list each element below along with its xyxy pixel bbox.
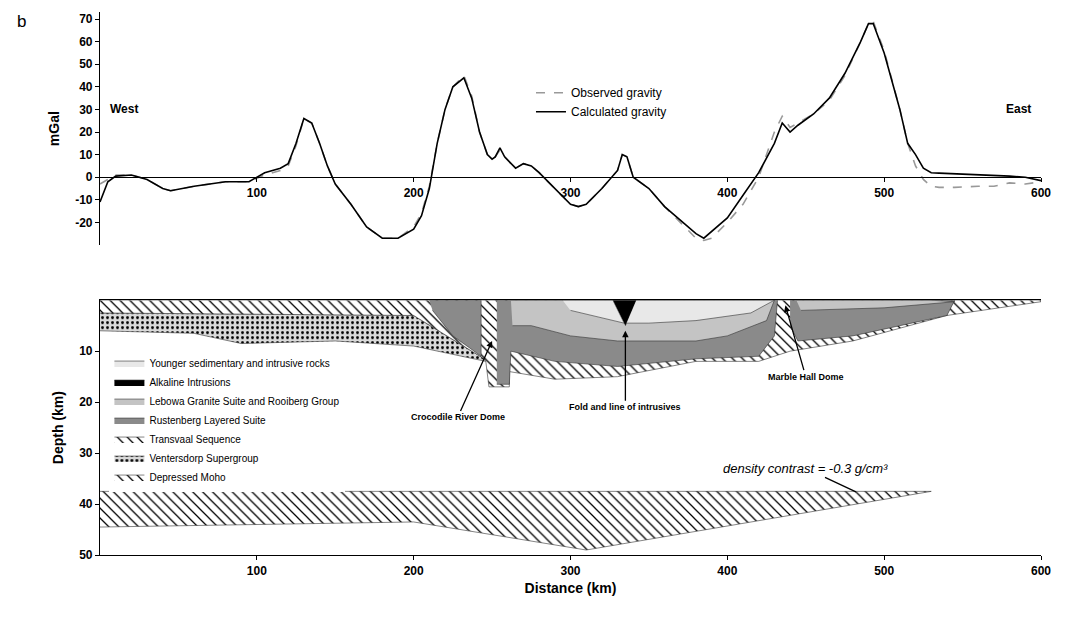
svg-text:Calculated gravity: Calculated gravity bbox=[571, 105, 666, 119]
svg-text:Depressed Moho: Depressed Moho bbox=[149, 472, 226, 483]
svg-text:200: 200 bbox=[404, 186, 424, 200]
svg-text:Observed gravity: Observed gravity bbox=[571, 86, 662, 100]
svg-text:100: 100 bbox=[247, 186, 267, 200]
svg-text:100: 100 bbox=[247, 564, 267, 578]
svg-text:500: 500 bbox=[874, 564, 894, 578]
svg-text:Transvaal Sequence: Transvaal Sequence bbox=[149, 434, 241, 445]
svg-text:Lebowa Granite Suite and Rooib: Lebowa Granite Suite and Rooiberg Group bbox=[149, 396, 339, 407]
svg-text:300: 300 bbox=[560, 564, 580, 578]
svg-text:Fold and line of intrusives: Fold and line of intrusives bbox=[569, 402, 681, 412]
svg-text:40: 40 bbox=[79, 80, 93, 94]
svg-text:Alkaline Intrusions: Alkaline Intrusions bbox=[149, 377, 230, 388]
svg-text:East: East bbox=[1006, 102, 1031, 116]
svg-text:West: West bbox=[110, 102, 138, 116]
svg-text:Depth (km): Depth (km) bbox=[50, 391, 66, 464]
svg-text:30: 30 bbox=[79, 103, 93, 117]
svg-text:600: 600 bbox=[1031, 186, 1051, 200]
svg-text:Distance (km): Distance (km) bbox=[525, 580, 617, 596]
svg-text:0: 0 bbox=[86, 170, 93, 184]
svg-text:30: 30 bbox=[79, 446, 93, 460]
svg-text:300: 300 bbox=[560, 186, 580, 200]
svg-text:Marble Hall Dome: Marble Hall Dome bbox=[768, 372, 844, 382]
svg-text:20: 20 bbox=[79, 125, 93, 139]
svg-text:20: 20 bbox=[79, 395, 93, 409]
svg-text:50: 50 bbox=[79, 548, 93, 562]
svg-text:400: 400 bbox=[717, 564, 737, 578]
svg-text:Rustenberg Layered Suite: Rustenberg Layered Suite bbox=[149, 415, 266, 426]
svg-text:10: 10 bbox=[79, 148, 93, 162]
svg-text:70: 70 bbox=[79, 12, 93, 26]
svg-text:mGal: mGal bbox=[46, 111, 62, 146]
svg-text:Ventersdorp Supergroup: Ventersdorp Supergroup bbox=[149, 453, 258, 464]
svg-text:400: 400 bbox=[717, 186, 737, 200]
svg-text:-10: -10 bbox=[75, 193, 93, 207]
svg-text:10: 10 bbox=[79, 344, 93, 358]
svg-text:200: 200 bbox=[404, 564, 424, 578]
svg-text:40: 40 bbox=[79, 497, 93, 511]
svg-text:density contrast = -0.3 g/cm³: density contrast = -0.3 g/cm³ bbox=[723, 461, 888, 476]
svg-text:500: 500 bbox=[874, 186, 894, 200]
svg-text:-20: -20 bbox=[75, 216, 93, 230]
svg-text:b: b bbox=[17, 12, 26, 31]
svg-text:50: 50 bbox=[79, 57, 93, 71]
svg-text:600: 600 bbox=[1031, 564, 1051, 578]
svg-text:Younger sedimentary and intrus: Younger sedimentary and intrusive rocks bbox=[149, 358, 329, 369]
svg-text:60: 60 bbox=[79, 35, 93, 49]
svg-text:Crocodile River Dome: Crocodile River Dome bbox=[411, 412, 505, 422]
